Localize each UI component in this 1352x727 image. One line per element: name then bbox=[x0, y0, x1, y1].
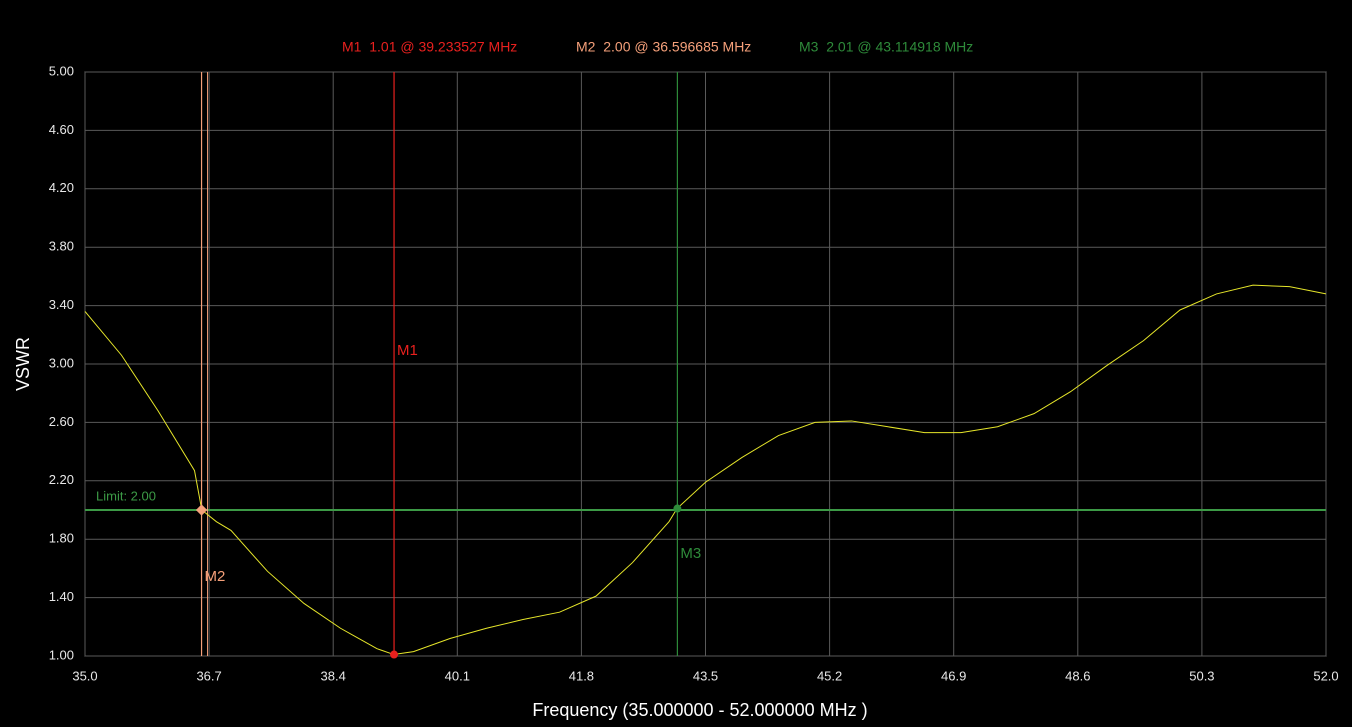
marker-name: M3 bbox=[680, 545, 701, 562]
x-tick-label: 36.7 bbox=[196, 668, 221, 683]
y-axis-title: VSWR bbox=[13, 337, 33, 391]
x-tick-label: 40.1 bbox=[445, 668, 470, 683]
x-tick-label: 45.2 bbox=[817, 668, 842, 683]
x-tick-label: 50.3 bbox=[1189, 668, 1214, 683]
y-tick-label: 5.00 bbox=[49, 63, 74, 78]
limit-label: Limit: 2.00 bbox=[96, 488, 156, 503]
x-tick-label: 52.0 bbox=[1313, 668, 1338, 683]
marker-readout: M3 2.01 @ 43.114918 MHz bbox=[799, 39, 973, 55]
x-axis-title: Frequency (35.000000 - 52.000000 MHz ) bbox=[532, 700, 867, 720]
y-tick-label: 2.20 bbox=[49, 472, 74, 487]
marker-point bbox=[673, 504, 682, 513]
marker-name: M2 bbox=[205, 568, 226, 585]
x-tick-label: 35.0 bbox=[72, 668, 97, 683]
marker-point bbox=[195, 504, 208, 516]
y-tick-label: 3.80 bbox=[49, 239, 74, 254]
y-tick-label: 4.60 bbox=[49, 122, 74, 137]
y-tick-label: 1.40 bbox=[49, 589, 74, 604]
vswr-line bbox=[84, 284, 1327, 656]
x-tick-label: 41.8 bbox=[569, 668, 594, 683]
y-tick-label: 3.00 bbox=[49, 355, 74, 370]
x-tick-label: 38.4 bbox=[321, 668, 346, 683]
x-tick-label: 48.6 bbox=[1065, 668, 1090, 683]
marker-readout: M1 1.01 @ 39.233527 MHz bbox=[342, 39, 517, 55]
marker-point bbox=[390, 650, 399, 659]
marker-readout: M2 2.00 @ 36.596685 MHz bbox=[576, 39, 751, 55]
y-tick-label: 2.60 bbox=[49, 414, 74, 429]
x-tick-label: 46.9 bbox=[941, 668, 966, 683]
x-tick-label: 43.5 bbox=[693, 668, 718, 683]
y-tick-label: 3.40 bbox=[49, 297, 74, 312]
y-tick-label: 1.00 bbox=[49, 647, 74, 662]
marker-name: M1 bbox=[397, 342, 418, 359]
y-tick-label: 4.20 bbox=[49, 180, 74, 195]
y-tick-label: 1.80 bbox=[49, 531, 74, 546]
